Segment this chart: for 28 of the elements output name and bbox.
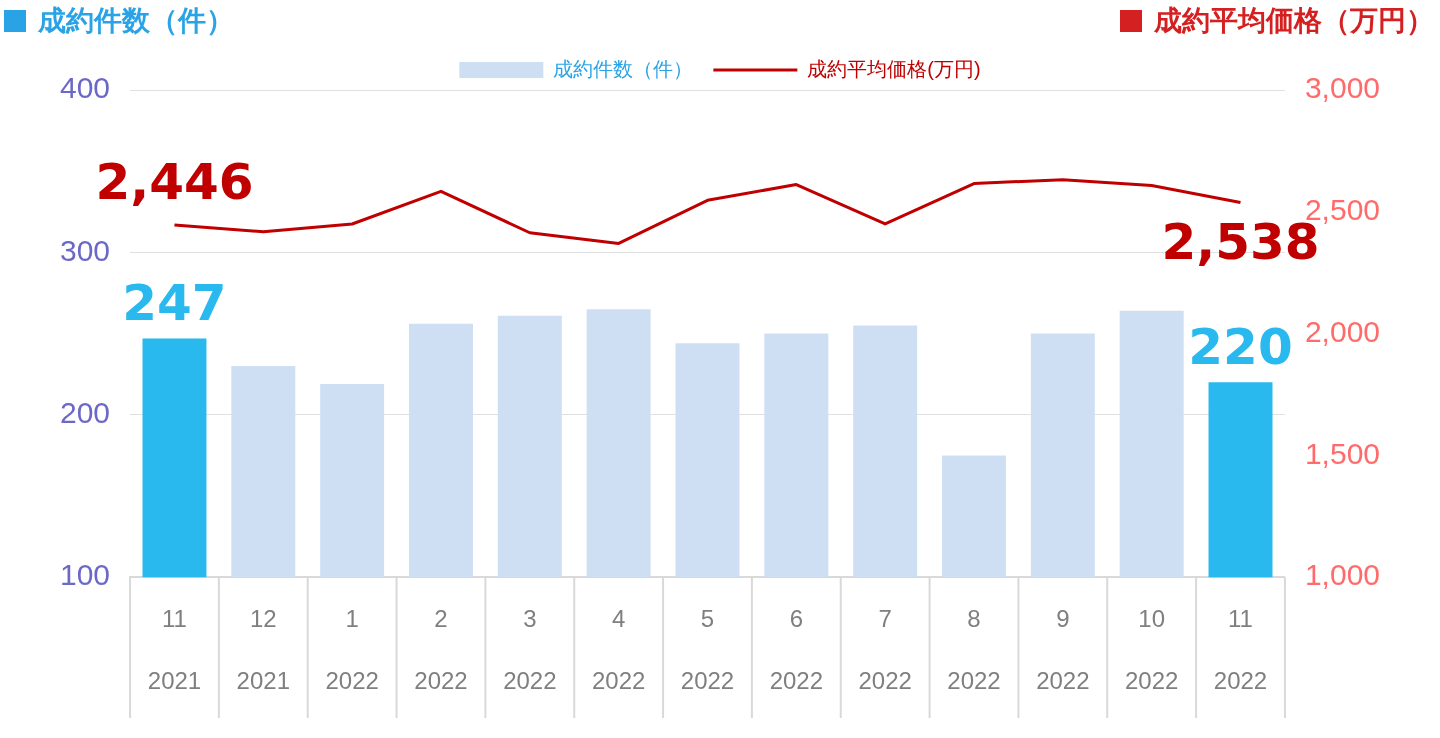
data-label: 247 <box>122 274 227 333</box>
category-label: 1 2022 <box>325 605 379 695</box>
y-tick-label: 100 <box>59 558 111 592</box>
category-label: 4 2022 <box>591 605 646 695</box>
data-label: 220 <box>1188 318 1293 377</box>
legend-label: 成約平均価格(万円) <box>807 57 981 80</box>
y2-tick-label: 3,000 <box>1304 71 1380 105</box>
y2-axis-title: 成約平均価格（万円） <box>1154 3 1434 39</box>
category-label: 8 2022 <box>947 605 1001 695</box>
y-tick-label: 400 <box>59 71 111 105</box>
y2-tick-label: 2,000 <box>1304 314 1380 348</box>
legend-label: 成約件数（件） <box>553 57 694 80</box>
data-label: 2,446 <box>95 152 254 211</box>
y-tick-label: 200 <box>59 396 111 430</box>
category-label: 11 2021 <box>147 605 202 695</box>
category-label: 3 2022 <box>503 605 557 695</box>
y-tick-label: 300 <box>59 233 111 267</box>
category-label: 5 2022 <box>680 605 735 695</box>
category-label: 12 2021 <box>236 605 290 695</box>
category-label: 7 2022 <box>858 605 912 695</box>
y2-tick-label: 1,500 <box>1304 436 1380 470</box>
category-label: 9 2022 <box>1036 605 1090 695</box>
category-label: 2 2022 <box>414 605 468 695</box>
category-label: 11 2022 <box>1213 605 1268 695</box>
y2-tick-label: 1,000 <box>1304 558 1380 592</box>
category-label: 6 2022 <box>769 605 824 695</box>
category-label: 10 2022 <box>1124 605 1179 695</box>
y-axis-title: 成約件数（件） <box>38 3 234 39</box>
